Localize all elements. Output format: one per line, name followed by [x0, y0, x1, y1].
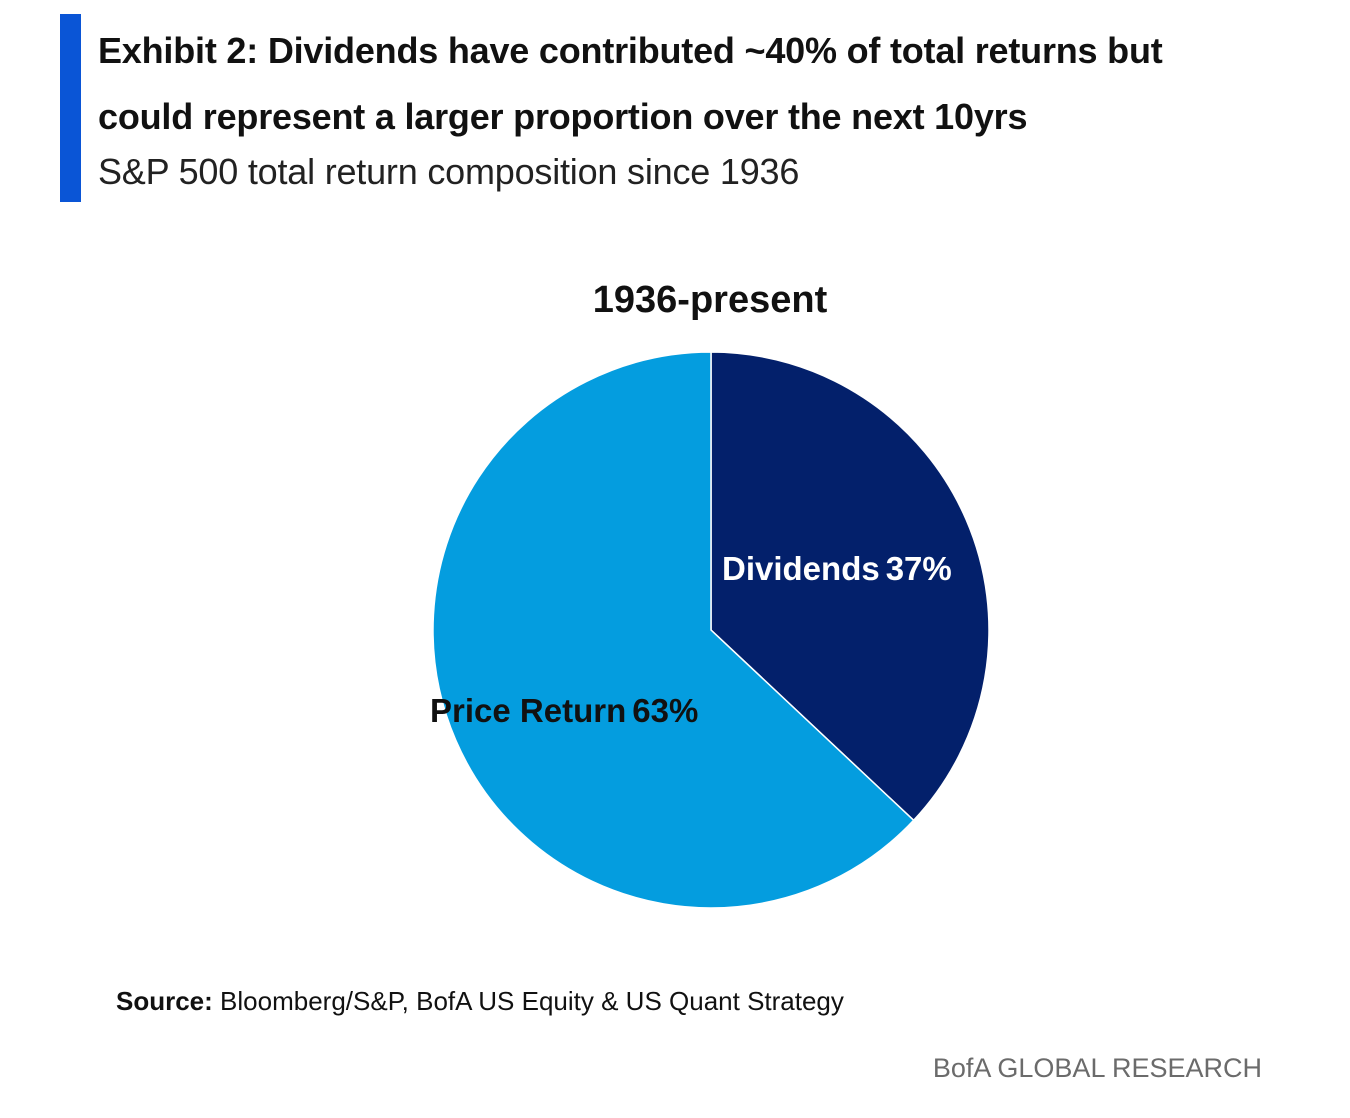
pie-label-name: Dividends [722, 550, 880, 587]
pie-slice-dividends [710, 351, 990, 822]
pie-labels: Dividends 37% Price Return 63% [430, 550, 952, 729]
exhibit-title-line-2: could represent a larger proportion over… [98, 96, 1028, 137]
pie-slices [432, 351, 990, 909]
exhibit-header: Exhibit 2: Dividends have contributed ~4… [98, 18, 1298, 192]
chart-title: 1936-present [593, 279, 828, 321]
pie-chart: 1936-present Dividends 37% Price Return 63% [430, 279, 990, 909]
pie-label-value: 63% [632, 692, 698, 729]
exhibit-title: Exhibit 2: Dividends have contributed ~4… [98, 18, 1298, 150]
pie-slice-price-return [432, 351, 915, 909]
pie-label-dividends: Dividends 37% [722, 550, 952, 587]
accent-bar [60, 14, 81, 202]
source-label: Source: [116, 986, 213, 1016]
exhibit-title-line-1: Exhibit 2: Dividends have contributed ~4… [98, 30, 1163, 71]
pie-label-value: 37% [886, 550, 952, 587]
exhibit-subtitle: S&P 500 total return composition since 1… [98, 151, 800, 192]
pie-label-price-return: Price Return 63% [430, 692, 698, 729]
pie-label-name: Price Return [430, 692, 626, 729]
source-note: Source: Bloomberg/S&P, BofA US Equity & … [116, 986, 844, 1017]
source-text: Bloomberg/S&P, BofA US Equity & US Quant… [220, 986, 844, 1016]
brand-footer: BofA GLOBAL RESEARCH [932, 1053, 1262, 1083]
